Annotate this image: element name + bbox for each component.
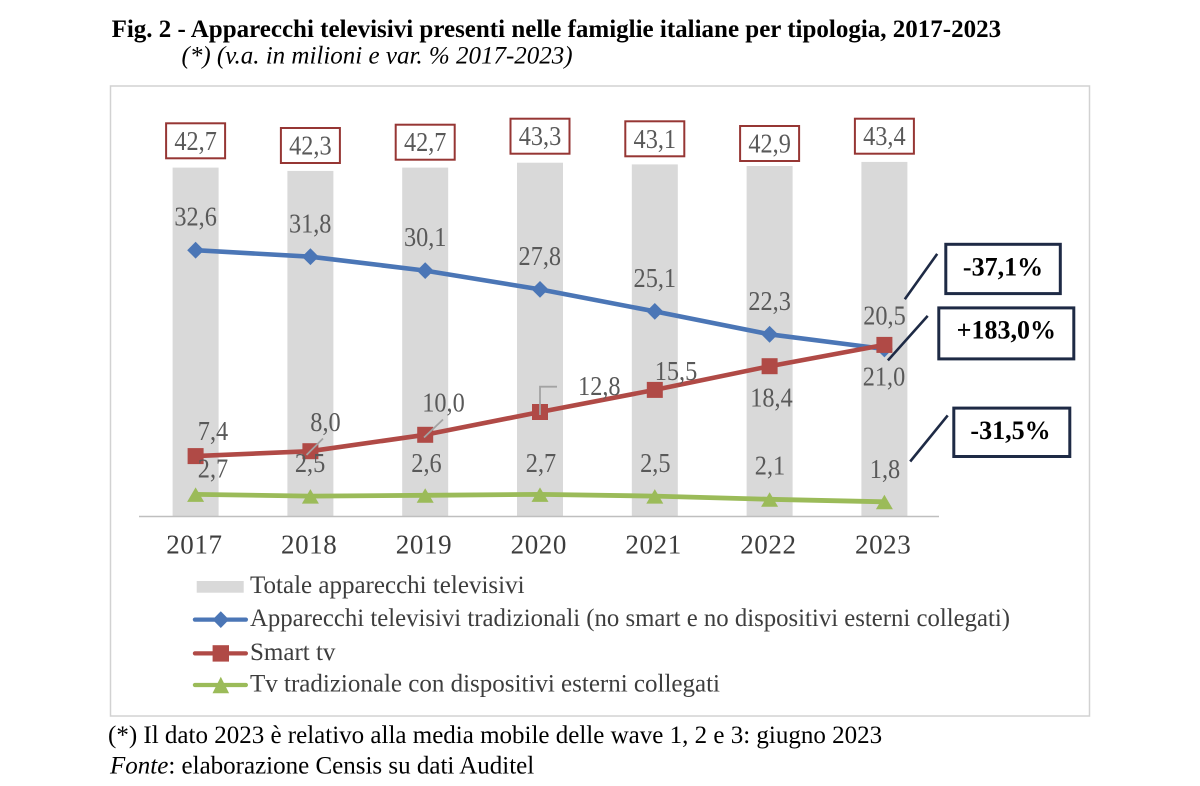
svg-text:43,4: 43,4 (863, 121, 906, 151)
svg-text:22,3: 22,3 (748, 286, 791, 316)
svg-text:42,9: 42,9 (748, 129, 791, 159)
svg-text:(*) Il dato 2023 è relativo al: (*) Il dato 2023 è relativo alla media m… (108, 722, 882, 749)
svg-text:18,4: 18,4 (750, 382, 793, 412)
svg-text:27,8: 27,8 (519, 241, 562, 271)
svg-text:10,0: 10,0 (422, 388, 465, 418)
svg-text:Totale apparecchi televisivi: Totale apparecchi televisivi (250, 572, 525, 599)
svg-text:-31,5%: -31,5% (970, 416, 1050, 445)
svg-text:Fig. 2 - Apparecchi televisivi: Fig. 2 - Apparecchi televisivi presenti … (112, 16, 1002, 43)
svg-text:2,6: 2,6 (411, 448, 441, 478)
svg-text:43,1: 43,1 (634, 124, 677, 154)
svg-text:-37,1%: -37,1% (963, 253, 1043, 282)
svg-text:(*) (v.a. in milioni e var. %: (*) (v.a. in milioni e var. % 2017-2023) (182, 43, 573, 70)
svg-text:21,0: 21,0 (863, 361, 906, 391)
svg-text:8,0: 8,0 (310, 407, 340, 437)
svg-text:Fonte: elaborazione Censis su: Fonte: elaborazione Censis su dati Audit… (109, 753, 534, 780)
svg-text:2020: 2020 (511, 530, 567, 560)
svg-text:43,3: 43,3 (519, 121, 562, 151)
svg-text:2017: 2017 (166, 530, 222, 560)
svg-text:2019: 2019 (396, 530, 452, 560)
svg-text:42,7: 42,7 (404, 127, 447, 157)
svg-text:2018: 2018 (281, 530, 337, 560)
svg-text:2,7: 2,7 (526, 448, 556, 478)
svg-text:2,5: 2,5 (295, 448, 325, 478)
svg-text:2023: 2023 (855, 530, 911, 560)
svg-text:Apparecchi televisivi tradizio: Apparecchi televisivi tradizionali (no s… (250, 605, 1010, 632)
svg-text:30,1: 30,1 (404, 222, 447, 252)
svg-text:2,7: 2,7 (198, 453, 228, 483)
svg-text:7,4: 7,4 (198, 416, 229, 446)
svg-text:42,3: 42,3 (289, 131, 332, 161)
svg-text:2021: 2021 (625, 530, 681, 560)
svg-text:32,6: 32,6 (174, 201, 217, 231)
svg-text:25,1: 25,1 (634, 263, 677, 293)
svg-text:15,5: 15,5 (655, 356, 698, 386)
svg-text:Tv tradizionale con dispositiv: Tv tradizionale con dispositivi esterni … (250, 670, 720, 697)
svg-text:1,8: 1,8 (870, 454, 900, 484)
svg-text:+183,0%: +183,0% (957, 316, 1056, 345)
svg-text:Smart tv: Smart tv (250, 639, 336, 666)
svg-text:31,8: 31,8 (289, 209, 332, 239)
svg-text:2,5: 2,5 (640, 448, 670, 478)
svg-text:42,7: 42,7 (174, 126, 217, 156)
svg-text:2022: 2022 (740, 530, 796, 560)
svg-text:2,1: 2,1 (755, 450, 785, 480)
svg-text:12,8: 12,8 (578, 371, 621, 401)
svg-text:20,5: 20,5 (863, 301, 906, 331)
